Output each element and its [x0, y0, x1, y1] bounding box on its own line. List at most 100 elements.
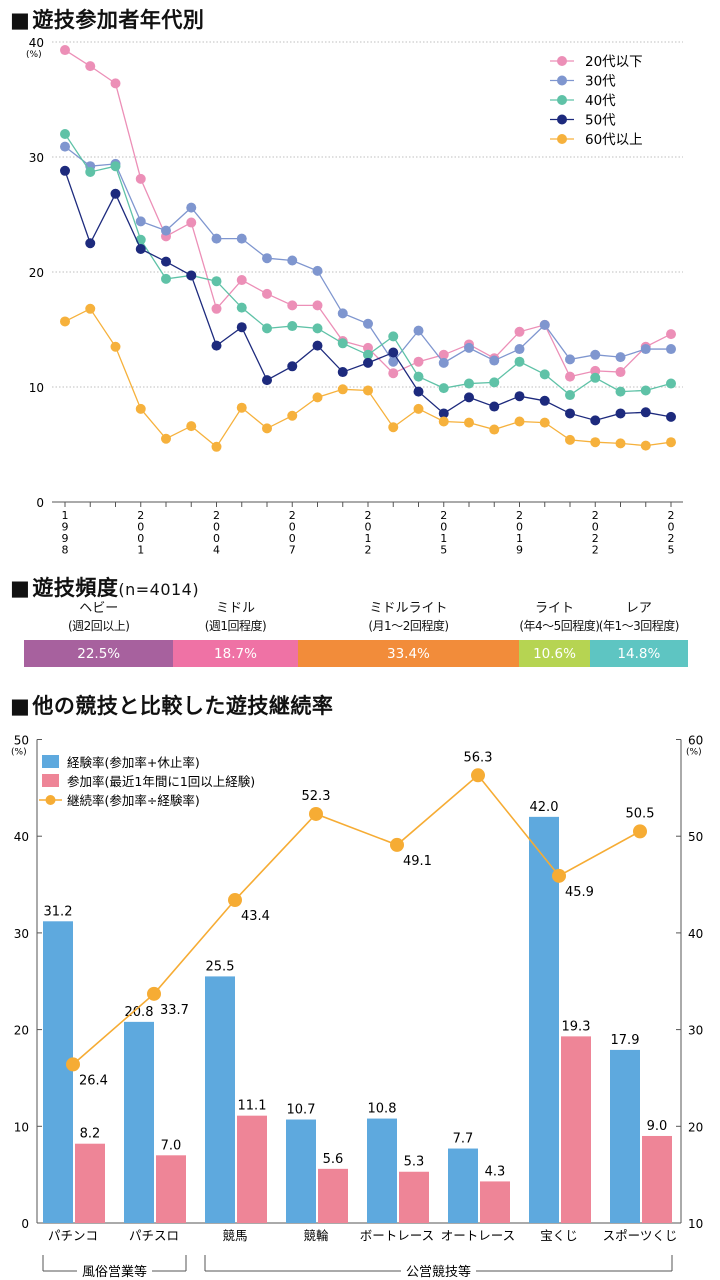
segment-bar: 22.5%	[24, 640, 174, 667]
legend-marker-continuation	[45, 795, 56, 805]
frequency-segment: ライト (年4〜5回程度) 10.6%	[519, 598, 600, 670]
frequency-segment: レア (年1〜3回程度) 14.8%	[589, 598, 688, 670]
segment-label: ヘビー	[79, 601, 119, 616]
data-point	[514, 344, 525, 355]
data-point	[666, 329, 676, 340]
legend-label: 30代	[585, 74, 616, 90]
data-point	[135, 173, 146, 184]
data-point	[363, 349, 373, 360]
data-point	[236, 322, 247, 333]
data-point	[135, 244, 146, 254]
bar-participation	[75, 1143, 105, 1223]
segment-label: ライト	[535, 601, 575, 616]
data-point	[161, 273, 171, 284]
continuation-point	[552, 868, 566, 883]
legend-swatch-experience	[42, 755, 59, 768]
title-marker: ■	[10, 8, 31, 32]
data-point	[615, 408, 626, 419]
data-point	[615, 352, 626, 363]
legend-label: 参加率(最近1年間に1回以上経験)	[67, 774, 255, 789]
data-point	[85, 166, 96, 177]
y-tick-label-left: 10	[14, 1120, 29, 1134]
y-axis-unit-left: (%)	[11, 748, 27, 758]
data-point	[464, 392, 474, 403]
bar-participation	[156, 1155, 186, 1223]
data-point	[337, 367, 348, 378]
legend-label: 20代以下	[585, 54, 643, 70]
data-point	[186, 270, 197, 281]
data-label-continuation: 50.5	[626, 806, 655, 821]
data-label-continuation: 45.9	[565, 885, 594, 900]
y-axis-unit: (%)	[26, 50, 42, 60]
data-label-participation: 4.3	[485, 1164, 506, 1179]
data-point	[640, 440, 651, 451]
y-tick-label: 30	[29, 151, 44, 165]
data-point	[565, 354, 575, 365]
data-point	[161, 225, 171, 236]
bar-experience	[448, 1148, 478, 1223]
data-point	[615, 386, 626, 397]
bar-experience	[529, 816, 559, 1223]
legend-marker	[557, 114, 567, 125]
data-point	[262, 288, 272, 299]
data-label-continuation: 49.1	[403, 854, 432, 869]
data-label-participation: 9.0	[647, 1119, 668, 1134]
data-label-participation: 19.3	[562, 1019, 591, 1034]
data-point	[489, 401, 500, 412]
data-label-experience: 17.9	[611, 1033, 640, 1048]
data-point	[438, 349, 449, 360]
data-point	[135, 216, 146, 227]
data-label-participation: 8.2	[80, 1127, 101, 1142]
data-point	[85, 303, 96, 314]
data-point	[262, 253, 272, 264]
data-point	[388, 356, 399, 367]
data-point	[514, 391, 525, 402]
category-label: 競馬	[222, 1228, 247, 1243]
data-point	[590, 415, 601, 426]
bar-experience	[610, 1049, 640, 1223]
data-point	[211, 303, 222, 314]
data-label-continuation: 43.4	[241, 909, 270, 924]
segment-label: ミドルライト	[369, 601, 448, 616]
frequency-segment: ミドル (週1回程度) 18.7%	[173, 598, 298, 670]
section-title-age: ■遊技参加者年代別	[10, 4, 204, 34]
data-point	[337, 308, 348, 319]
data-point	[236, 275, 247, 286]
bar-experience	[43, 921, 73, 1223]
data-point	[514, 326, 525, 337]
y-tick-label-right: 20	[688, 1120, 703, 1134]
y-tick-label-left: 50	[14, 734, 29, 748]
data-point	[312, 392, 323, 403]
data-point	[489, 424, 500, 435]
y-tick-label-left: 0	[21, 1217, 29, 1231]
category-label: ボートレース	[360, 1228, 434, 1243]
bar-experience	[124, 1021, 154, 1223]
data-label-participation: 5.3	[404, 1155, 425, 1170]
data-point	[135, 403, 146, 414]
y-tick-label-left: 30	[14, 927, 29, 941]
continuation-point	[390, 837, 404, 852]
data-point	[85, 238, 96, 249]
data-point	[262, 375, 272, 386]
bar-experience	[205, 976, 235, 1223]
data-point	[539, 417, 550, 428]
segment-bar: 18.7%	[173, 640, 298, 667]
data-point	[438, 408, 449, 419]
data-label-participation: 5.6	[323, 1152, 344, 1167]
segment-sublabel: (年1〜3回程度)	[598, 619, 680, 633]
data-point	[438, 357, 449, 368]
y-tick-label: 40	[29, 36, 44, 50]
legend-label: 50代	[585, 113, 616, 129]
title-marker: ■	[10, 576, 31, 600]
category-label: 宝くじ	[540, 1228, 578, 1243]
segment-bar: 33.4%	[297, 640, 520, 667]
data-point	[287, 300, 298, 311]
data-point	[565, 390, 575, 401]
y-tick-label: 0	[36, 496, 44, 510]
data-point	[666, 437, 676, 448]
y-tick-label-left: 20	[14, 1024, 29, 1038]
